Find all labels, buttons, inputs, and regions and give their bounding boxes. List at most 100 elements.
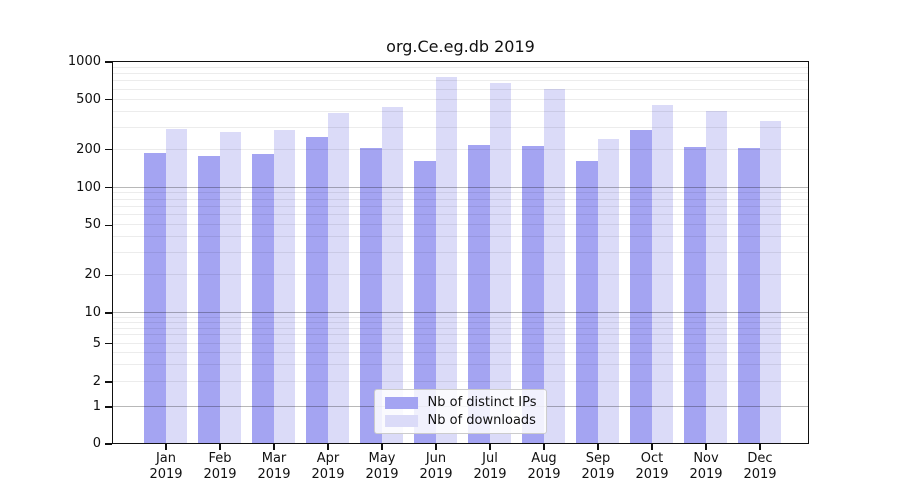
- y-tick-label: 200: [76, 141, 101, 157]
- legend-label-distinct-ips: Nb of distinct IPs: [427, 395, 537, 410]
- bar-nb-of-downloads-sep: [597, 139, 619, 443]
- gridlines-layer: [113, 62, 808, 444]
- x-tick-label-oct: Oct 2019: [635, 451, 669, 482]
- gridline-400: [113, 110, 808, 112]
- gridline-9: [113, 316, 808, 318]
- bar-nb-of-distinct-ips-oct: [630, 130, 652, 443]
- gridline-500: [113, 98, 808, 100]
- x-tick-mark: [543, 444, 545, 450]
- x-tick-mark: [759, 444, 761, 450]
- gridline-800: [113, 73, 808, 75]
- gridline-200: [113, 148, 808, 150]
- gridline-60: [113, 214, 808, 216]
- x-tick-mark: [165, 444, 167, 450]
- bar-nb-of-distinct-ips-may: [360, 148, 382, 443]
- gridline-8: [113, 321, 808, 323]
- y-tick-label: 0: [92, 436, 101, 451]
- x-tick-label-jul: Jul 2019: [473, 451, 507, 482]
- gridline-2: [113, 381, 808, 382]
- x-tick-label-may: May 2019: [365, 451, 399, 482]
- bar-nb-of-downloads-apr: [327, 113, 349, 443]
- x-tick-label-aug: Aug 2019: [527, 451, 561, 482]
- y-tick-mark: [105, 149, 112, 151]
- x-tick-mark: [489, 444, 491, 450]
- x-tick-label-feb: Feb 2019: [203, 451, 237, 482]
- gridline-6: [113, 334, 808, 336]
- y-tick-label: 20: [84, 267, 101, 283]
- y-tick-label: 10: [84, 305, 101, 320]
- x-tick-label-jan: Jan 2019: [149, 451, 183, 482]
- x-tick-mark: [381, 444, 383, 450]
- y-tick-label: 2: [92, 374, 101, 389]
- gridline-5: [113, 342, 808, 344]
- x-tick-mark: [327, 444, 329, 450]
- bar-nb-of-downloads-mar: [273, 129, 295, 443]
- x-tick-label-dec: Dec 2019: [743, 451, 777, 482]
- x-tick-label-nov: Nov 2019: [689, 451, 723, 482]
- y-tick-mark: [105, 312, 112, 314]
- bar-nb-of-distinct-ips-aug: [522, 145, 544, 443]
- bar-nb-of-distinct-ips-apr: [306, 137, 328, 443]
- legend-item-downloads: Nb of downloads: [384, 412, 537, 429]
- bar-nb-of-downloads-feb: [219, 132, 241, 443]
- y-tick-mark: [105, 443, 112, 445]
- gridline-10: [113, 312, 808, 313]
- bar-nb-of-downloads-dec: [759, 120, 781, 443]
- bar-nb-of-distinct-ips-jan: [144, 153, 166, 443]
- x-tick-label-jun: Jun 2019: [419, 451, 453, 482]
- gridline-90: [113, 192, 808, 194]
- y-tick-mark: [105, 186, 112, 189]
- bar-nb-of-distinct-ips-sep: [576, 161, 598, 443]
- gridline-70: [113, 205, 808, 207]
- gridline-20: [113, 274, 808, 276]
- bars-layer: [113, 62, 808, 443]
- bar-nb-of-distinct-ips-jun: [414, 160, 436, 443]
- y-tick-mark: [105, 406, 112, 408]
- gridline-50: [113, 224, 808, 226]
- legend: Nb of distinct IPs Nb of downloads: [373, 389, 548, 434]
- bar-nb-of-downloads-aug: [543, 89, 565, 443]
- y-tick-label: 1000: [67, 54, 101, 69]
- bar-nb-of-distinct-ips-jul: [468, 145, 490, 443]
- x-tick-mark: [273, 444, 275, 450]
- y-tick-label: 50: [84, 217, 101, 233]
- y-tick-mark: [105, 381, 112, 383]
- bar-nb-of-downloads-jan: [165, 128, 187, 443]
- bar-nb-of-distinct-ips-nov: [684, 147, 706, 443]
- bar-nb-of-downloads-jul: [489, 83, 511, 443]
- bar-nb-of-distinct-ips-mar: [252, 154, 274, 443]
- y-tick-mark: [105, 342, 112, 345]
- y-tick-label: 1: [92, 399, 101, 414]
- bar-nb-of-distinct-ips-dec: [738, 148, 760, 443]
- bar-nb-of-downloads-jun: [435, 77, 457, 443]
- x-tick-mark: [705, 444, 707, 450]
- gridline-100: [113, 186, 808, 188]
- y-tick-label: 500: [76, 91, 101, 107]
- gridline-3: [113, 363, 808, 365]
- x-tick-mark: [597, 444, 599, 450]
- gridline-900: [113, 66, 808, 68]
- gridline-600: [113, 88, 808, 90]
- y-tick-mark: [105, 274, 112, 276]
- gridline-80: [113, 198, 808, 200]
- y-tick-mark: [105, 224, 112, 226]
- legend-item-distinct-ips: Nb of distinct IPs: [384, 394, 537, 411]
- gridline-40: [113, 236, 808, 238]
- plot-area: Nb of distinct IPs Nb of downloads: [112, 60, 809, 444]
- bar-nb-of-distinct-ips-feb: [198, 155, 220, 443]
- y-tick-mark: [105, 99, 112, 101]
- bar-nb-of-downloads-oct: [651, 105, 673, 443]
- gridline-700: [113, 80, 808, 82]
- x-tick-label-apr: Apr 2019: [311, 451, 345, 482]
- gridline-7: [113, 327, 808, 329]
- gridline-30: [113, 252, 808, 254]
- bar-nb-of-downloads-nov: [705, 111, 727, 443]
- gridline-4: [113, 351, 808, 353]
- chart-title: org.Ce.eg.db 2019: [386, 37, 535, 56]
- legend-label-downloads: Nb of downloads: [427, 413, 536, 428]
- x-tick-mark: [435, 444, 437, 450]
- x-tick-label-sep: Sep 2019: [581, 451, 615, 482]
- gridline-300: [113, 126, 808, 128]
- x-tick-label-mar: Mar 2019: [257, 451, 291, 482]
